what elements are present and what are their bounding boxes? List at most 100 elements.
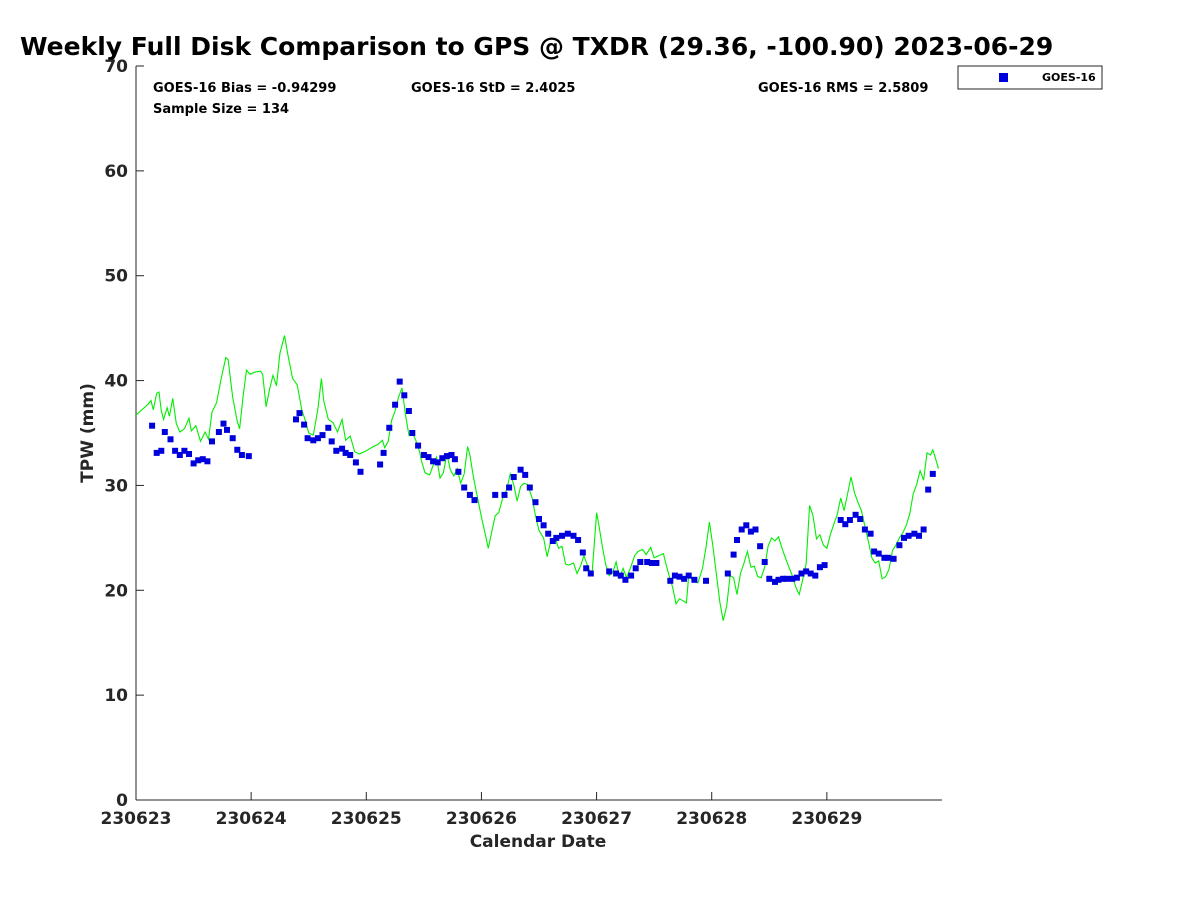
goes16-point xyxy=(501,491,508,498)
goes16-point xyxy=(780,575,787,582)
goes16-point xyxy=(347,452,354,458)
goes16-point xyxy=(443,453,450,460)
goes16-point xyxy=(510,474,517,480)
goes16-point xyxy=(842,521,849,528)
goes16-point xyxy=(757,543,764,550)
goes16-point xyxy=(772,578,778,585)
goes16-point xyxy=(890,555,897,562)
goes16-point xyxy=(743,522,750,529)
goes16-point xyxy=(215,429,222,435)
goes16-point xyxy=(293,416,299,423)
goes16-point xyxy=(540,522,547,529)
axes xyxy=(135,66,942,801)
goes16-point xyxy=(352,459,359,466)
goes16-point xyxy=(766,575,773,582)
legend-goes16-label: GOES-16 xyxy=(1042,71,1096,84)
goes16-point xyxy=(153,449,160,456)
goes16-point xyxy=(420,452,427,458)
x-tick-label: 230623 xyxy=(101,809,172,829)
goes16-point xyxy=(875,550,882,557)
goes16-point xyxy=(204,458,211,465)
goes16-point xyxy=(536,516,542,522)
goes16-point xyxy=(176,452,183,458)
goes16-point xyxy=(881,554,888,561)
goes16-point xyxy=(415,442,422,449)
goes16-point xyxy=(644,559,651,565)
goes16-point xyxy=(734,537,740,543)
goes16-point xyxy=(648,560,655,566)
goes16-point xyxy=(681,575,688,582)
goes16-point xyxy=(448,452,455,458)
x-tick-label: 230629 xyxy=(791,809,862,829)
goes16-point xyxy=(380,449,387,456)
goes16-point xyxy=(199,456,206,463)
goes16-point xyxy=(587,570,594,577)
chart-title: Weekly Full Disk Comparison to GPS @ TXD… xyxy=(20,32,1053,61)
goes16-series xyxy=(149,378,936,585)
legend: GOES-16 xyxy=(957,65,1103,90)
x-tick-label: 230624 xyxy=(216,809,287,829)
goes16-point xyxy=(761,559,768,565)
goes16-point xyxy=(911,530,918,537)
goes16-point xyxy=(920,526,927,533)
goes16-point xyxy=(517,466,524,473)
x-axis-label: Calendar Date xyxy=(470,832,607,852)
y-tick-label: 20 xyxy=(104,581,128,601)
goes16-point xyxy=(181,447,188,454)
goes16-point xyxy=(296,410,303,417)
goes16-point xyxy=(425,454,432,461)
goes16-point xyxy=(492,491,499,498)
x-tick-label: 230628 xyxy=(676,809,747,829)
goes16-point xyxy=(857,516,864,522)
stat-sample-size: Sample Size = 134 xyxy=(153,102,289,117)
goes16-point xyxy=(325,424,332,431)
goes16-point xyxy=(852,511,859,518)
y-tick-label: 40 xyxy=(104,372,128,392)
goes16-point xyxy=(676,573,683,580)
goes16-point xyxy=(304,435,311,442)
goes16-point xyxy=(738,526,745,533)
goes16-point xyxy=(439,455,446,462)
goes16-point xyxy=(570,532,577,539)
goes16-point xyxy=(691,576,698,583)
goes16-point xyxy=(245,453,252,460)
goes16-point xyxy=(837,517,844,523)
goes16-point xyxy=(172,447,179,454)
goes16-point xyxy=(628,572,635,579)
goes16-point xyxy=(328,438,335,445)
goes16-point xyxy=(553,534,560,541)
goes16-point xyxy=(793,574,800,581)
goes16-point xyxy=(925,486,932,493)
goes16-point xyxy=(821,562,828,569)
goes16-point xyxy=(209,438,215,445)
goes16-point xyxy=(392,401,399,408)
goes16-point xyxy=(401,392,408,399)
goes16-point xyxy=(622,576,629,583)
goes16-point xyxy=(301,421,308,428)
y-tick-label: 10 xyxy=(104,686,128,706)
goes16-point xyxy=(314,435,321,442)
x-ticks: 230623 230624 230625 230626 230627 230628 2306… xyxy=(101,792,862,829)
goes16-point xyxy=(342,449,349,456)
goes16-point xyxy=(526,484,533,491)
goes16-point xyxy=(451,456,458,463)
goes16-point xyxy=(430,458,437,465)
goes16-point xyxy=(466,491,473,498)
goes16-point xyxy=(461,484,468,491)
goes16-point xyxy=(871,548,878,555)
goes16-point xyxy=(667,577,674,584)
goes16-point xyxy=(637,559,644,565)
goes16-point xyxy=(884,554,891,561)
y-axis-label: TPW (mm) xyxy=(78,383,98,483)
goes16-point xyxy=(575,537,582,543)
goes16-point xyxy=(549,538,556,544)
goes16-point xyxy=(617,572,624,579)
goes16-point xyxy=(224,426,230,433)
goes16-point xyxy=(396,378,403,385)
goes16-point xyxy=(167,436,174,443)
goes16-point xyxy=(747,528,754,535)
y-tick-label: 0 xyxy=(116,791,128,811)
goes16-point xyxy=(409,430,416,436)
goes16-point xyxy=(506,484,513,491)
